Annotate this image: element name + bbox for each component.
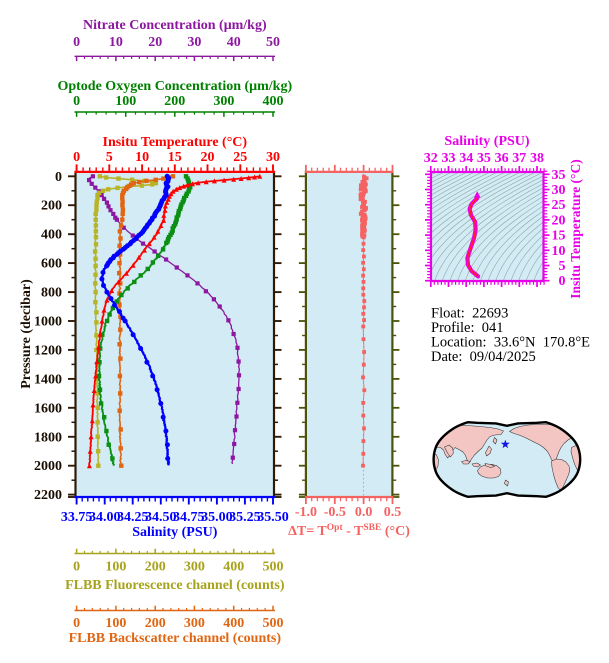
svg-text:34.25: 34.25	[117, 510, 149, 525]
svg-text:500: 500	[263, 560, 284, 575]
svg-text:40: 40	[227, 35, 241, 50]
svg-text:500: 500	[263, 616, 284, 631]
svg-text:0: 0	[55, 170, 62, 185]
svg-text:35.00: 35.00	[201, 510, 233, 525]
svg-text:0.0: 0.0	[355, 505, 373, 520]
svg-text:200: 200	[145, 560, 166, 575]
svg-text:30: 30	[187, 35, 201, 50]
svg-text:15: 15	[168, 150, 182, 165]
svg-text:2000: 2000	[34, 459, 62, 474]
svg-text:30: 30	[552, 183, 566, 198]
svg-text:35: 35	[552, 168, 566, 183]
svg-text:300: 300	[184, 560, 205, 575]
svg-text:Location: 33.6°N 170.8°E: Location: 33.6°N 170.8°E	[431, 335, 590, 351]
svg-text:38: 38	[530, 151, 544, 166]
svg-text:20: 20	[148, 35, 162, 50]
svg-text:0: 0	[73, 94, 80, 109]
svg-text:300: 300	[213, 94, 234, 109]
svg-text:5: 5	[559, 259, 566, 274]
svg-text:10: 10	[109, 35, 123, 50]
svg-text:1600: 1600	[34, 401, 62, 416]
svg-text:Insitu Temperature (°C): Insitu Temperature (°C)	[103, 135, 248, 150]
svg-text:50: 50	[266, 35, 280, 50]
svg-text:400: 400	[263, 94, 284, 109]
svg-text:Salinity (PSU): Salinity (PSU)	[132, 525, 218, 540]
svg-text:1200: 1200	[34, 343, 62, 358]
svg-text:0.5: 0.5	[384, 505, 402, 520]
svg-text:20: 20	[201, 150, 215, 165]
svg-text:34.75: 34.75	[173, 510, 205, 525]
svg-text:2200: 2200	[34, 488, 62, 503]
svg-text:0: 0	[73, 35, 80, 50]
svg-text:33: 33	[442, 151, 456, 166]
svg-text:Pressure (decibar): Pressure (decibar)	[19, 279, 34, 389]
svg-text:200: 200	[41, 199, 62, 214]
svg-text:0: 0	[73, 616, 80, 631]
svg-text:Profile: 041: Profile: 041	[431, 320, 504, 336]
svg-text:15: 15	[552, 229, 566, 244]
svg-text:37: 37	[512, 151, 526, 166]
svg-text:0: 0	[73, 150, 80, 165]
svg-text:FLBB Fluorescence channel (cou: FLBB Fluorescence channel (counts)	[65, 578, 285, 593]
svg-text:1800: 1800	[34, 430, 62, 445]
svg-text:ΔT= TOpt - TSBE (°C): ΔT= TOpt - TSBE (°C)	[288, 523, 410, 539]
svg-text:10: 10	[552, 244, 566, 259]
svg-text:34.50: 34.50	[145, 510, 177, 525]
svg-text:200: 200	[164, 94, 185, 109]
svg-text:300: 300	[184, 616, 205, 631]
svg-text:30: 30	[266, 150, 280, 165]
svg-text:34: 34	[459, 151, 473, 166]
svg-text:Date: 09/04/2025: Date: 09/04/2025	[431, 349, 536, 365]
svg-text:-0.5: -0.5	[324, 505, 346, 520]
svg-text:32: 32	[424, 151, 438, 166]
svg-text:800: 800	[41, 286, 62, 301]
svg-text:34.00: 34.00	[89, 510, 121, 525]
svg-text:400: 400	[223, 560, 244, 575]
svg-text:25: 25	[233, 150, 247, 165]
svg-text:200: 200	[145, 616, 166, 631]
svg-text:Nitrate Concentration (μm/kg): Nitrate Concentration (μm/kg)	[83, 18, 267, 33]
svg-text:25: 25	[552, 198, 566, 213]
svg-text:35.25: 35.25	[229, 510, 261, 525]
svg-text:35: 35	[477, 151, 491, 166]
svg-text:35.50: 35.50	[257, 510, 289, 525]
svg-text:0: 0	[559, 274, 566, 289]
svg-text:1400: 1400	[34, 372, 62, 387]
svg-text:600: 600	[41, 257, 62, 272]
svg-text:FLBB Backscatter channel (coun: FLBB Backscatter channel (counts)	[69, 631, 282, 646]
svg-text:100: 100	[115, 94, 136, 109]
svg-text:100: 100	[105, 616, 126, 631]
svg-text:Salinity (PSU): Salinity (PSU)	[444, 134, 530, 149]
svg-text:10: 10	[135, 150, 149, 165]
svg-text:-1.0: -1.0	[295, 505, 317, 520]
svg-text:33.75: 33.75	[61, 510, 93, 525]
svg-text:Insitu Temperature (°C): Insitu Temperature (°C)	[568, 159, 583, 298]
svg-text:36: 36	[495, 151, 509, 166]
svg-text:100: 100	[105, 560, 126, 575]
svg-text:5: 5	[106, 150, 113, 165]
svg-text:Float: 22693: Float: 22693	[431, 306, 508, 322]
svg-text:0: 0	[73, 560, 80, 575]
svg-text:400: 400	[41, 228, 62, 243]
svg-text:20: 20	[552, 213, 566, 228]
svg-text:Optode Oxygen Concentration (μ: Optode Oxygen Concentration (μm/kg)	[57, 79, 292, 94]
svg-text:400: 400	[223, 616, 244, 631]
svg-text:1000: 1000	[34, 315, 62, 330]
